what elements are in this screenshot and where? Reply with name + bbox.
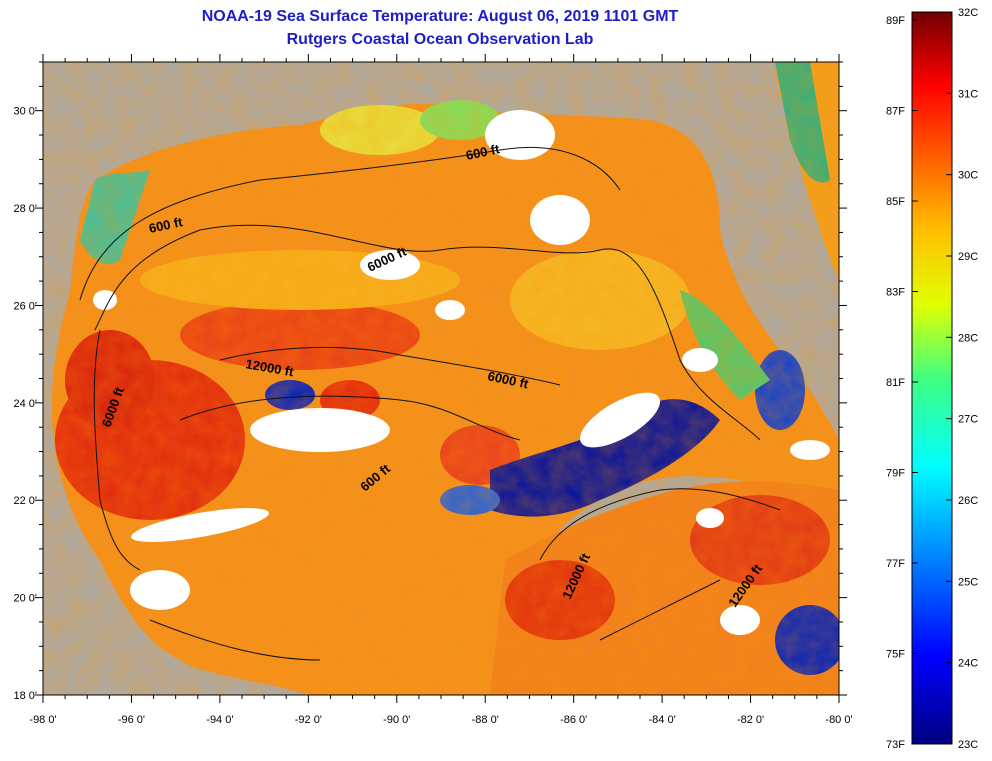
colorbar-fahrenheit-labels: 89F 87F 85F 83F 81F 79F 77F 75F 73F [886,15,918,751]
depth-contours [79,146,781,661]
colorbar-f-label: 73F [886,739,905,751]
latitude-label: 22 0' [13,495,37,507]
colorbar-f-label: 81F [886,377,905,389]
map-subtitle: Rutgers Coastal Ocean Observation Lab [286,31,594,48]
colorbar-gradient [911,11,953,745]
colorbar-f-label: 75F [886,649,905,661]
longitude-label: -96 0' [118,714,145,726]
map-axes: 30 0' 28 0' 26 0' 24 0' 22 0' 20 0' 18 0' -98 0… [13,54,853,726]
contour-label: 600 ft [465,141,502,163]
contour-label: 600 ft [148,214,185,236]
longitude-label: -84 0' [649,714,676,726]
map-title: NOAA-19 Sea Surface Temperature: August … [201,8,679,25]
colorbar-c-label: 25C [958,576,978,588]
colorbar-celsius-labels: 32C 31C 30C 29C 28C 27C 26C 25C 24C 23C [946,7,978,751]
colorbar-c-label: 24C [958,658,978,670]
temperature-colorbar: 89F 87F 85F 83F 81F 79F 77F 75F 73F 32C 31C 30C 29C… [886,7,978,751]
latitude-label: 24 0' [13,398,37,410]
colorbar-f-label: 77F [886,558,905,570]
colorbar-f-label: 79F [886,468,905,480]
colorbar-c-label: 27C [958,414,978,426]
colorbar-f-label: 83F [886,287,905,299]
colorbar-c-label: 28C [958,332,978,344]
map-area [43,62,839,695]
colorbar-c-label: 31C [958,88,978,100]
longitude-label: -98 0' [29,714,56,726]
cloud-cover [93,110,830,635]
colorbar-f-label: 89F [886,15,905,27]
latitude-label: 30 0' [13,106,37,118]
latitude-label: 28 0' [13,203,37,215]
longitude-label: -90 0' [383,714,410,726]
colorbar-c-label: 23C [958,739,978,751]
colorbar-f-label: 87F [886,106,905,118]
colorbar-c-label: 32C [958,7,978,19]
longitude-label: -86 0' [560,714,587,726]
colorbar-c-label: 26C [958,495,978,507]
longitude-label: -82 0' [737,714,764,726]
longitude-label: -88 0' [472,714,499,726]
longitude-label: -94 0' [206,714,233,726]
colorbar-c-label: 30C [958,170,978,182]
latitude-label: 20 0' [13,593,37,605]
latitude-label: 18 0' [13,690,37,702]
longitude-label: -80 0' [825,714,852,726]
latitude-label: 26 0' [13,300,37,312]
colorbar-f-label: 85F [886,196,905,208]
longitude-label: -92 0' [295,714,322,726]
colorbar-c-label: 29C [958,251,978,263]
